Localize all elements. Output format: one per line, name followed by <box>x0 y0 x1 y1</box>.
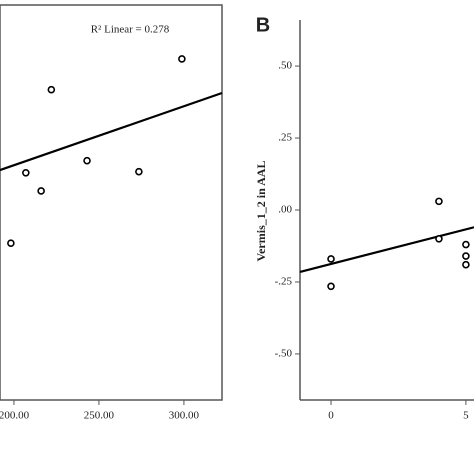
point <box>47 85 56 94</box>
x-tick-label: 5 <box>463 410 469 422</box>
y-tick-label: -.50 <box>275 347 293 359</box>
x-tick-label: 300.00 <box>169 410 200 422</box>
panel-label: B <box>256 14 270 36</box>
plot-frame <box>0 4 223 401</box>
y-axis-label: Vermis_1_2 in AAL <box>254 161 268 262</box>
point <box>22 168 30 177</box>
point <box>462 240 470 249</box>
y-tick-label: .25 <box>278 132 292 144</box>
point <box>462 260 470 269</box>
x-tick-label: 0 <box>328 410 334 422</box>
point <box>462 252 470 260</box>
x-tick-label: 250.00 <box>84 410 115 422</box>
point <box>37 187 45 195</box>
point <box>435 234 443 243</box>
point <box>435 197 443 206</box>
fit-line <box>0 91 223 172</box>
y-tick-label: .50 <box>278 60 292 72</box>
y-tick-label: .00 <box>278 204 292 216</box>
point <box>327 282 335 291</box>
x-tick-label: 200.00 <box>0 410 30 422</box>
point <box>83 156 91 165</box>
fit-line <box>299 226 474 273</box>
r2-annotation: R² Linear = 0.278 <box>91 24 170 36</box>
y-tick-label: -.25 <box>275 276 293 288</box>
point <box>7 239 15 248</box>
point <box>135 167 143 176</box>
point <box>178 55 186 63</box>
point <box>327 255 335 263</box>
